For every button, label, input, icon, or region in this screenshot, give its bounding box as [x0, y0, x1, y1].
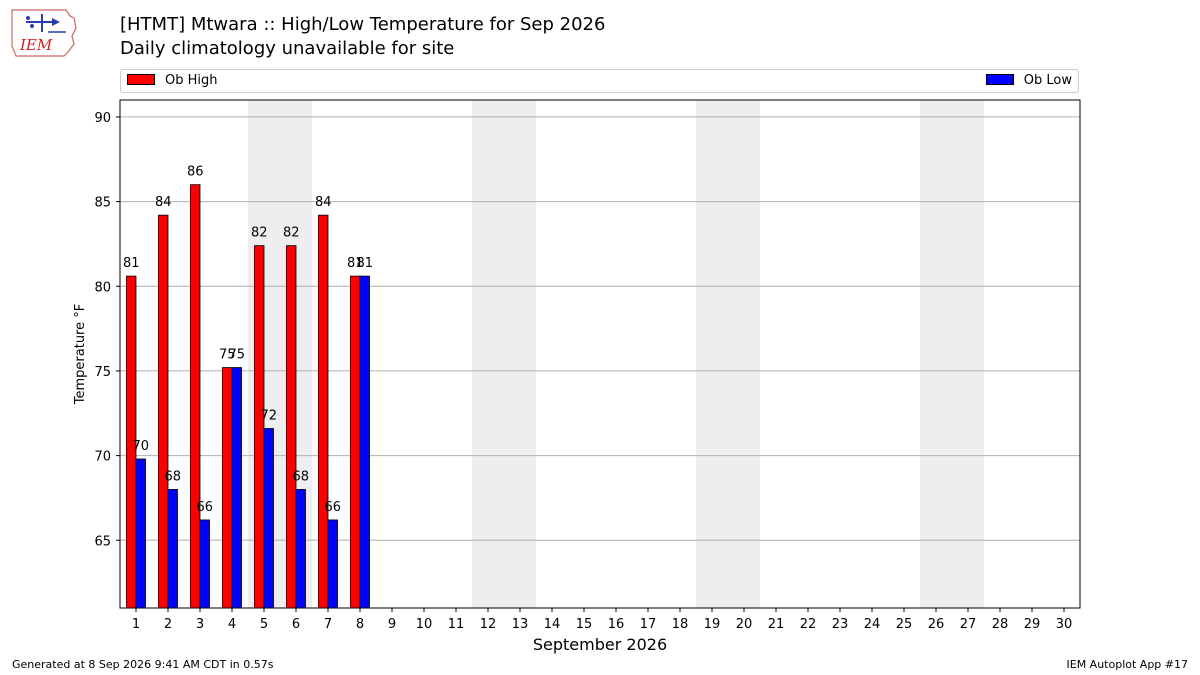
bar-low-day-8	[359, 275, 370, 609]
bar-high-day-6	[286, 245, 297, 609]
chart-subtitle: Daily climatology unavailable for site	[120, 38, 455, 59]
legend-label-high: Ob High	[165, 73, 218, 88]
y-tick-label-65: 65	[94, 534, 111, 549]
chart-title: [HTMT] Mtwara :: High/Low Temperature fo…	[120, 14, 606, 35]
y-axis-label: Temperature °F	[73, 304, 88, 405]
bar-low-day-2	[167, 489, 178, 609]
bar-high-day-2	[158, 214, 169, 609]
data-label-high-day-1: 81	[123, 256, 140, 271]
bar-high-day-1	[126, 275, 137, 609]
x-tick-label-18: 18	[672, 617, 689, 632]
x-tick-label-7: 7	[324, 617, 332, 632]
bar-high-day-4	[222, 367, 233, 609]
data-label-low-day-3: 66	[196, 500, 213, 515]
data-label-low-day-1: 70	[132, 439, 149, 454]
x-tick-label-8: 8	[356, 617, 364, 632]
bar-low-day-4	[231, 367, 242, 609]
x-tick-label-28: 28	[992, 617, 1009, 632]
data-label-low-day-7: 66	[324, 500, 341, 515]
generated-timestamp: Generated at 8 Sep 2026 9:41 AM CDT in 0…	[12, 658, 274, 671]
legend-swatch-low	[985, 74, 1014, 85]
y-tick-label-90: 90	[94, 111, 111, 126]
data-label-high-day-4: 75	[219, 348, 236, 363]
x-tick-label-9: 9	[388, 617, 396, 632]
x-tick-label-3: 3	[196, 617, 204, 632]
app-credit: IEM Autoplot App #17	[1066, 658, 1189, 671]
x-tick-label-4: 4	[228, 617, 236, 632]
x-tick-label-5: 5	[260, 617, 268, 632]
x-tick-label-30: 30	[1056, 617, 1073, 632]
x-tick-label-6: 6	[292, 617, 300, 632]
iem-logo: IEM	[11, 9, 77, 57]
data-label-high-day-8: 81	[347, 256, 364, 271]
weekend-shade-0	[248, 100, 312, 608]
bar-high-day-3	[190, 184, 201, 609]
y-tick-label-70: 70	[94, 450, 111, 465]
x-tick-label-16: 16	[608, 617, 625, 632]
x-tick-label-29: 29	[1024, 617, 1041, 632]
data-label-low-day-6: 68	[292, 469, 309, 484]
bar-high-day-8	[350, 275, 361, 609]
data-label-high-day-6: 82	[283, 226, 300, 241]
data-label-high-day-7: 84	[315, 195, 332, 210]
bar-low-day-5	[263, 428, 274, 609]
x-tick-label-10: 10	[416, 617, 433, 632]
plot-frame	[119, 99, 1081, 609]
data-label-high-day-3: 86	[187, 165, 204, 180]
x-tick-label-25: 25	[896, 617, 913, 632]
legend-item-high: Ob High	[127, 74, 218, 88]
y-tick-label-85: 85	[94, 196, 111, 211]
bar-low-day-1	[135, 458, 146, 609]
svg-text:IEM: IEM	[19, 36, 53, 54]
x-tick-label-26: 26	[928, 617, 945, 632]
weekend-shade-3	[920, 100, 984, 608]
legend: Ob High Ob Low	[120, 69, 1079, 93]
y-tick-label-75: 75	[94, 365, 111, 380]
x-tick-label-23: 23	[832, 617, 849, 632]
x-tick-label-15: 15	[576, 617, 593, 632]
x-tick-label-13: 13	[512, 617, 529, 632]
legend-item-low: Ob Low	[985, 73, 1072, 88]
x-tick-label-27: 27	[960, 617, 977, 632]
legend-swatch-high	[127, 74, 155, 85]
data-label-low-day-8: 81	[356, 256, 373, 271]
bar-low-day-6	[295, 489, 306, 609]
x-tick-label-12: 12	[480, 617, 497, 632]
data-label-high-day-2: 84	[155, 195, 172, 210]
x-tick-label-1: 1	[132, 617, 140, 632]
x-tick-label-21: 21	[768, 617, 785, 632]
x-tick-label-14: 14	[544, 617, 561, 632]
x-tick-label-22: 22	[800, 617, 817, 632]
x-axis-label: September 2026	[533, 635, 667, 654]
x-tick-label-2: 2	[164, 617, 172, 632]
bar-low-day-7	[327, 519, 338, 609]
x-tick-label-24: 24	[864, 617, 881, 632]
bar-low-day-3	[199, 519, 210, 609]
y-tick-label-80: 80	[94, 280, 111, 295]
weekend-shade-2	[696, 100, 760, 608]
data-label-low-day-5: 72	[260, 409, 277, 424]
data-label-high-day-5: 82	[251, 226, 268, 241]
x-tick-label-11: 11	[448, 617, 465, 632]
bar-high-day-5	[254, 245, 265, 609]
x-tick-label-19: 19	[704, 617, 721, 632]
data-label-low-day-2: 68	[164, 469, 181, 484]
bar-high-day-7	[318, 214, 329, 609]
weekend-shade-1	[472, 100, 536, 608]
x-tick-label-17: 17	[640, 617, 657, 632]
x-tick-label-20: 20	[736, 617, 753, 632]
legend-label-low: Ob Low	[1023, 73, 1072, 88]
data-label-low-day-4: 75	[228, 348, 245, 363]
